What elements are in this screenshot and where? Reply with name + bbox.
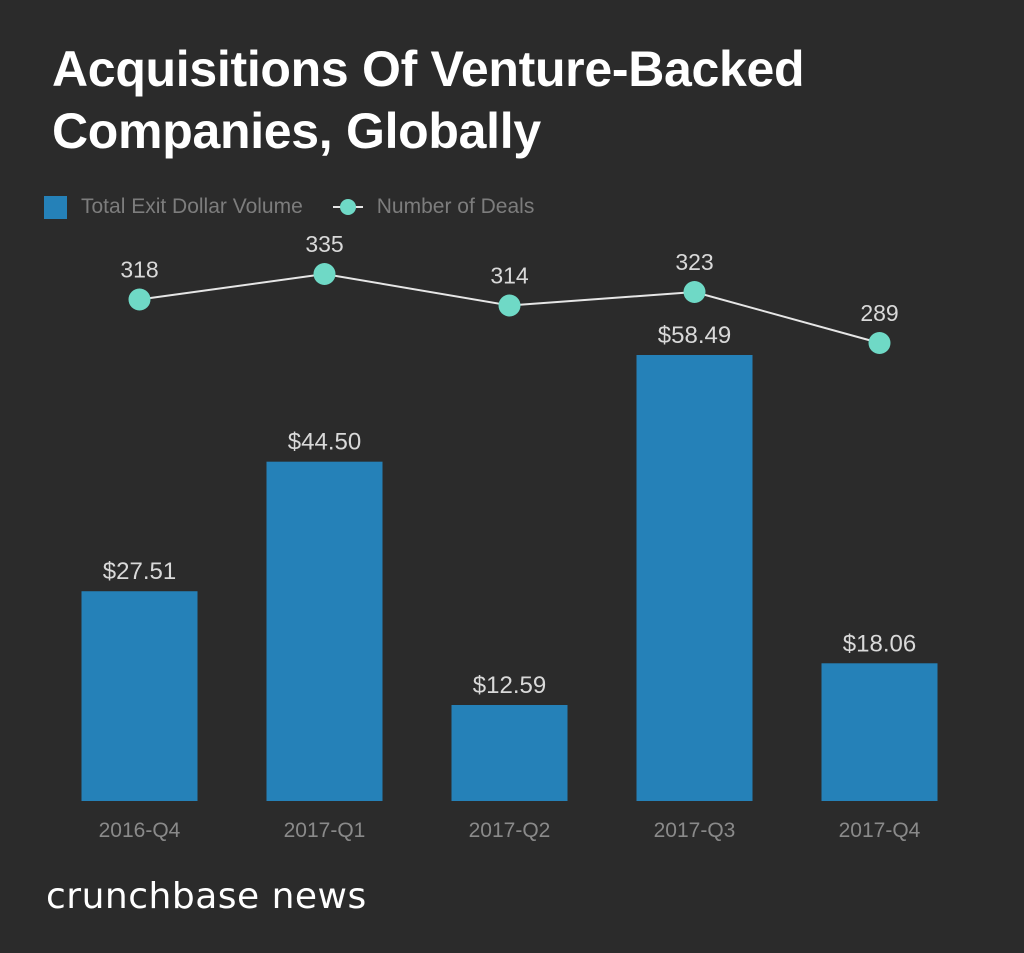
bar-value-label: $12.59 (473, 672, 546, 699)
bar-value-label: $18.06 (843, 630, 916, 657)
deals-value-label: 289 (860, 300, 898, 326)
deals-point-2017-Q1 (314, 263, 336, 285)
deals-point-2017-Q3 (684, 281, 706, 303)
x-tick-label: 2017-Q1 (284, 819, 366, 842)
deals-point-2017-Q2 (499, 295, 521, 317)
bar-2017-Q2 (452, 705, 568, 801)
bar-value-label: $58.49 (658, 322, 731, 349)
bar-value-label: $44.50 (288, 429, 361, 456)
deals-value-label: 314 (490, 263, 529, 289)
bar-2017-Q1 (267, 462, 383, 801)
x-tick-label: 2017-Q3 (654, 819, 736, 842)
x-tick-label: 2017-Q4 (839, 819, 921, 842)
deals-value-label: 318 (120, 257, 158, 283)
brand-logo-text: crunchbase news (46, 876, 367, 917)
deals-point-2016-Q4 (129, 289, 151, 311)
bar-value-label: $27.51 (103, 558, 176, 585)
x-tick-label: 2016-Q4 (99, 819, 181, 842)
x-tick-label: 2017-Q2 (469, 819, 551, 842)
bar-2016-Q4 (82, 591, 198, 801)
bar-2017-Q4 (822, 663, 938, 801)
deals-value-label: 335 (305, 231, 343, 257)
bar-2017-Q3 (637, 355, 753, 801)
deals-point-2017-Q4 (869, 332, 891, 354)
deals-value-label: 323 (675, 249, 713, 275)
